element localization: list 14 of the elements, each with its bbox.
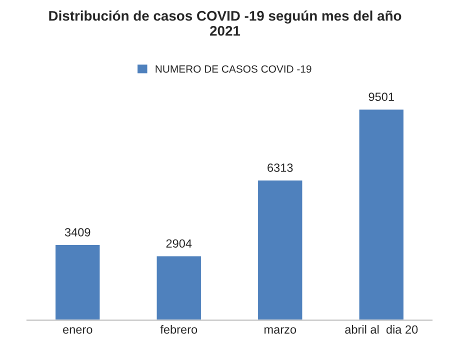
bar (256, 179, 304, 320)
legend-label: NUMERO DE CASOS COVID -19 (156, 65, 312, 73)
data-label: 2904 (166, 239, 192, 248)
chart-title: Distribución de casos COVID -19 seguún mes del año 2021 (49, 10, 402, 36)
x-tick-label: marzo (264, 327, 296, 334)
data-label: 9501 (368, 92, 394, 101)
x-tick-label: febrero (160, 325, 198, 334)
x-tick-label: abril al dia 20 (345, 325, 418, 334)
bar (155, 254, 202, 320)
data-label: 3409 (64, 228, 90, 236)
x-tick-label: enero (63, 327, 92, 334)
data-label: 6313 (268, 164, 293, 172)
bar (54, 244, 102, 320)
bar (358, 108, 405, 320)
